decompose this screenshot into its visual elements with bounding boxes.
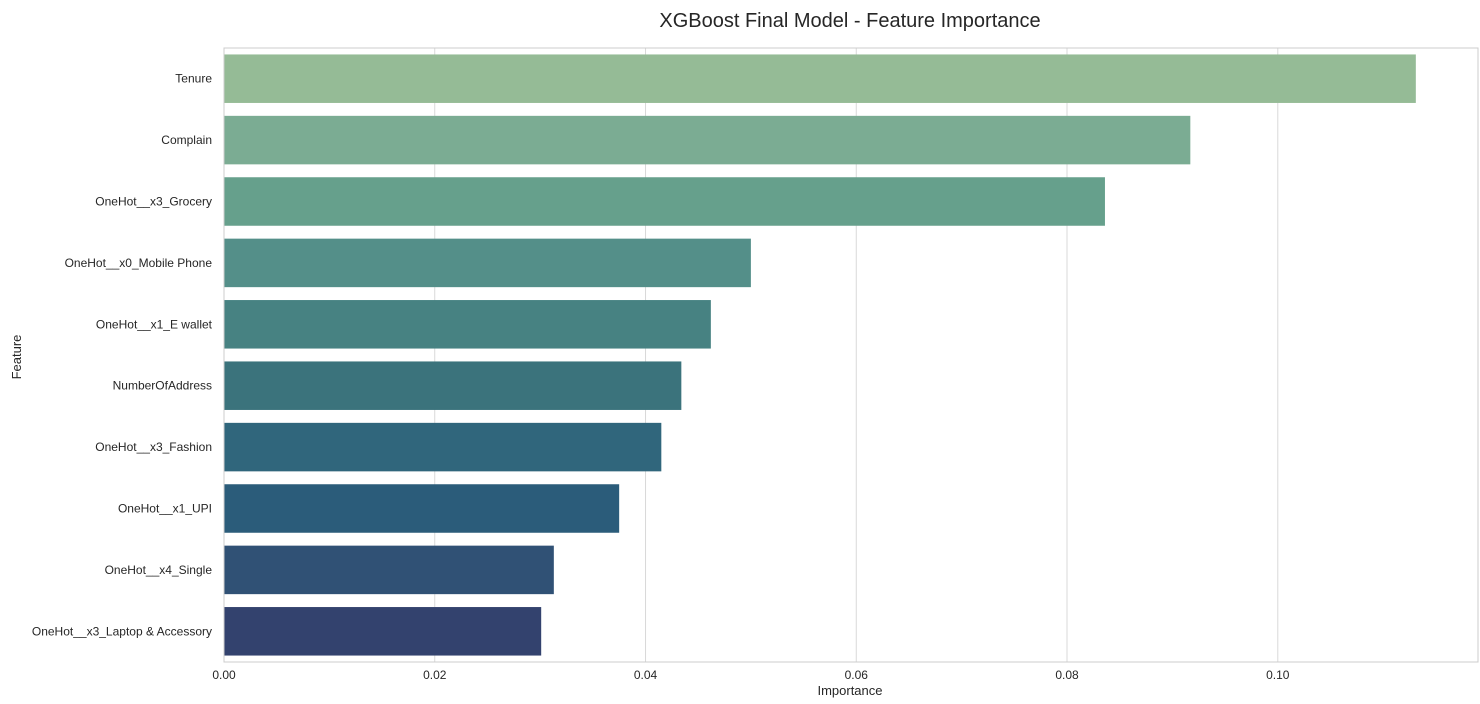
bar [224,422,662,472]
chart-title: XGBoost Final Model - Feature Importance [659,10,1040,32]
y-tick-label: OneHot__x1_UPI [118,502,212,516]
bar [224,545,554,595]
y-tick-label: OneHot__x3_Fashion [95,440,212,454]
bar [224,54,1416,103]
x-tick-label: 0.10 [1266,668,1290,682]
y-tick-label: OneHot__x1_E wallet [96,317,213,331]
bar [224,361,682,410]
y-tick-label: OneHot__x4_Single [105,563,213,577]
x-tick-label: 0.02 [423,668,447,682]
x-tick-label: 0.08 [1055,668,1079,682]
bar [224,238,751,288]
y-tick-label: OneHot__x0_Mobile Phone [65,256,213,270]
y-tick-labels: Tenure Complain OneHot__x3_Grocery OneHot__… [32,72,213,639]
y-tick-label: NumberOfAddress [113,379,212,393]
x-axis-label: Importance [817,683,882,698]
x-tick-label: 0.06 [845,668,869,682]
bar [224,115,1191,165]
x-tick-label: 0.00 [212,668,236,682]
x-tick-labels: 0.00 0.02 0.04 0.06 0.08 0.10 [212,668,1289,682]
bars [224,54,1416,656]
bar [224,607,542,656]
bar [224,177,1105,226]
y-axis-label: Feature [9,335,24,380]
y-tick-label: Complain [161,133,212,147]
x-tick-label: 0.04 [634,668,658,682]
y-tick-label: OneHot__x3_Laptop & Accessory [32,624,212,638]
bar [224,484,620,533]
y-tick-label: OneHot__x3_Grocery [95,195,212,209]
plot-frame [223,47,1479,663]
bar [224,300,711,349]
y-tick-label: Tenure [175,72,212,86]
